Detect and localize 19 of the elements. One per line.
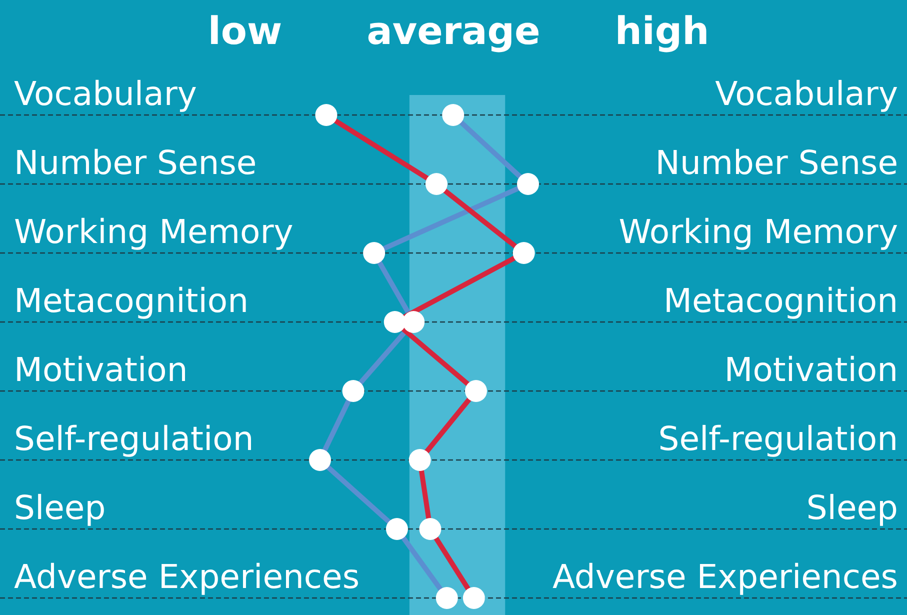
y-tick-label: Sleep xyxy=(14,488,106,527)
category-label: Adverse Experiences xyxy=(552,557,898,596)
y-tick-label: Working Memory xyxy=(14,212,294,251)
y-tick-label: Motivation xyxy=(14,350,188,389)
text: high xyxy=(614,9,710,53)
category-label: Metacognition xyxy=(663,281,898,320)
y-tick-label: Adverse Experiences xyxy=(14,557,360,596)
category-label: Working Memory xyxy=(618,212,898,251)
category-label: Motivation xyxy=(724,350,898,389)
text: low xyxy=(208,9,282,53)
y-tick-label: Metacognition xyxy=(14,281,249,320)
category-label: Vocabulary xyxy=(715,74,898,113)
y-tick-label: Vocabulary xyxy=(14,74,197,113)
category-label: Self-regulation xyxy=(658,419,898,458)
text: average xyxy=(366,9,540,53)
category-label: Number Sense xyxy=(655,143,898,182)
category-label: Sleep xyxy=(806,488,898,527)
y-tick-label: Number Sense xyxy=(14,143,257,182)
y-tick-label: Self-regulation xyxy=(14,419,254,458)
